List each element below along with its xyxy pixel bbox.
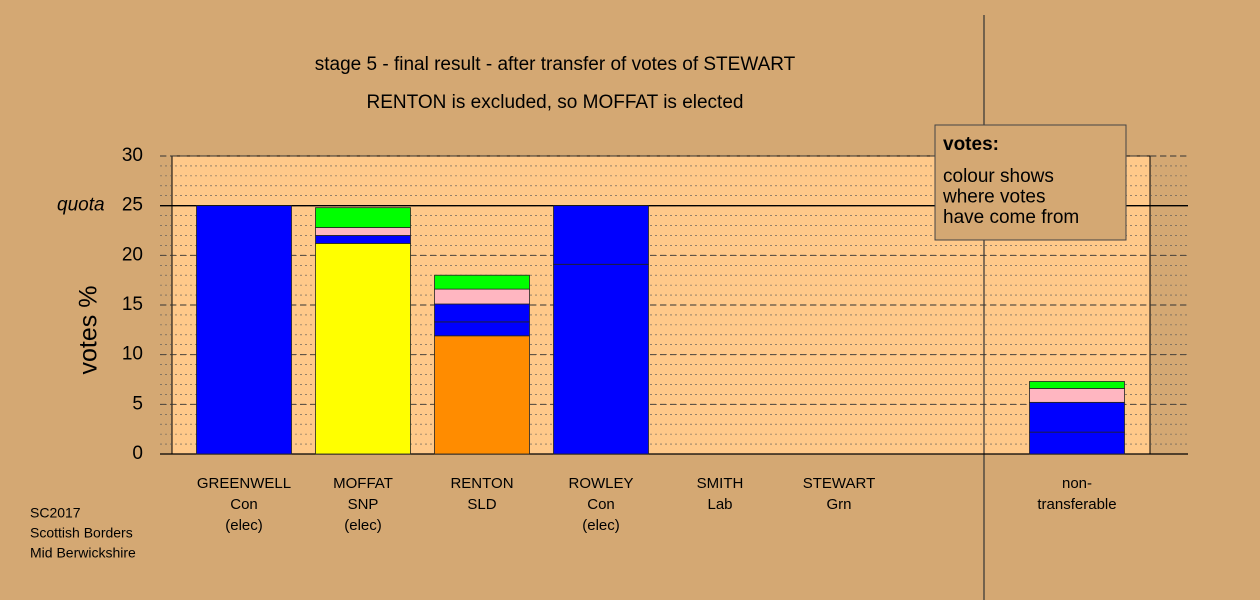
bar-segment — [1029, 401, 1125, 433]
chart-title: stage 5 - final result - after transfer … — [315, 54, 796, 75]
x-tick-label: non- — [1062, 475, 1092, 492]
bar-segment — [434, 303, 530, 323]
x-tick-label: Grn — [826, 496, 851, 513]
x-tick-label: (elec) — [225, 517, 263, 534]
bar-segment — [315, 243, 411, 455]
footer-line: Scottish Borders — [30, 525, 133, 541]
footer-line: SC2017 — [30, 505, 81, 521]
x-tick-label: SNP — [348, 496, 379, 513]
x-tick-label: Con — [230, 496, 258, 513]
x-tick-label: (elec) — [582, 517, 620, 534]
y-tick-label: 20 — [122, 244, 143, 265]
x-tick-label: transferable — [1037, 496, 1116, 513]
bar-segment — [434, 335, 530, 455]
bar-segment — [553, 205, 649, 265]
bar-segment — [1029, 431, 1125, 455]
y-tick-label: 0 — [132, 443, 143, 464]
bar-segment — [1029, 388, 1125, 403]
bar-segment — [315, 207, 411, 228]
bar-segment — [315, 235, 411, 244]
bar-segment — [196, 205, 292, 455]
y-tick-label: 25 — [122, 195, 143, 216]
bar-segment — [434, 321, 530, 337]
legend-line: where votes — [942, 187, 1045, 208]
y-tick-label: 15 — [122, 294, 143, 315]
x-tick-label: GREENWELL — [197, 475, 291, 492]
quota-label: quota — [57, 195, 105, 216]
legend-line: have come from — [943, 207, 1079, 228]
x-tick-label: SMITH — [697, 475, 744, 492]
y-tick-label: 10 — [122, 344, 143, 365]
x-tick-label: MOFFAT — [333, 475, 393, 492]
x-tick-label: STEWART — [803, 475, 876, 492]
legend-heading: votes: — [943, 134, 999, 155]
x-tick-label: RENTON — [450, 475, 513, 492]
bar-segment — [315, 227, 411, 236]
legend-line: colour shows — [943, 166, 1054, 187]
x-tick-label: SLD — [467, 496, 496, 513]
x-tick-label: (elec) — [344, 517, 382, 534]
x-tick-label: ROWLEY — [568, 475, 633, 492]
bar-segment — [434, 274, 530, 290]
y-tick-label: 30 — [122, 145, 143, 166]
x-tick-label: Con — [587, 496, 615, 513]
chart-subtitle: RENTON is excluded, so MOFFAT is elected — [367, 92, 744, 113]
bar-segment — [1029, 381, 1125, 389]
x-tick-label: Lab — [707, 496, 732, 513]
bar-segment — [434, 288, 530, 305]
bar-segment — [553, 263, 649, 455]
legend-box — [934, 124, 1127, 241]
y-tick-label: 5 — [132, 393, 143, 414]
y-axis-label: votes % — [75, 286, 103, 375]
footer-line: Mid Berwickshire — [30, 545, 136, 561]
